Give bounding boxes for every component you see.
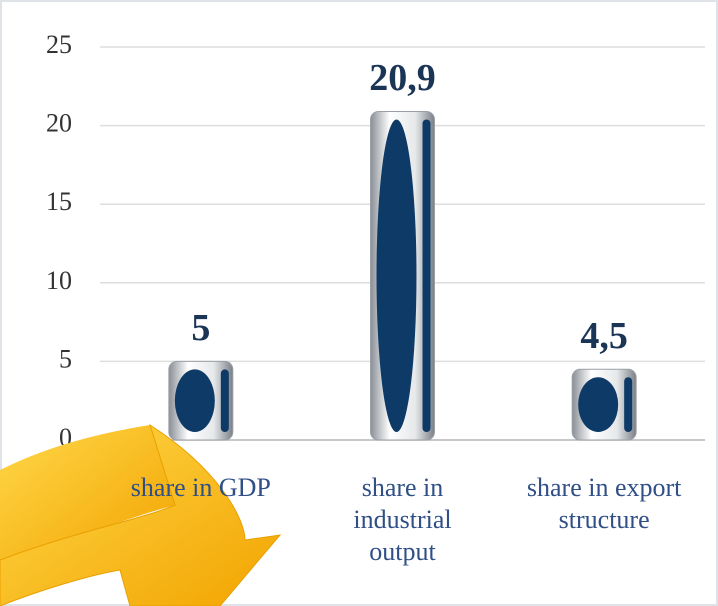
data-label: 20,9 — [369, 57, 436, 99]
bar-emblem — [376, 119, 417, 432]
y-tick-label: 5 — [59, 344, 72, 373]
x-tick-label: share in export structure — [526, 473, 682, 534]
data-label: 4,5 — [580, 315, 628, 357]
bar-side — [220, 369, 229, 432]
y-tick-label: 25 — [46, 30, 72, 59]
x-tick-label: share in industrial output — [353, 473, 452, 566]
y-tick-label: 20 — [46, 109, 72, 138]
y-tick-label: 15 — [46, 187, 72, 216]
data-label: 5 — [191, 307, 210, 349]
bar-emblem — [578, 377, 619, 432]
bar-side — [624, 377, 633, 432]
y-tick-label: 10 — [46, 266, 72, 295]
bar-side — [422, 119, 431, 433]
arrow-tail — [0, 425, 175, 560]
x-tick-label: share in GDP — [130, 473, 271, 502]
bar-emblem — [174, 369, 215, 433]
arrow — [0, 423, 282, 606]
